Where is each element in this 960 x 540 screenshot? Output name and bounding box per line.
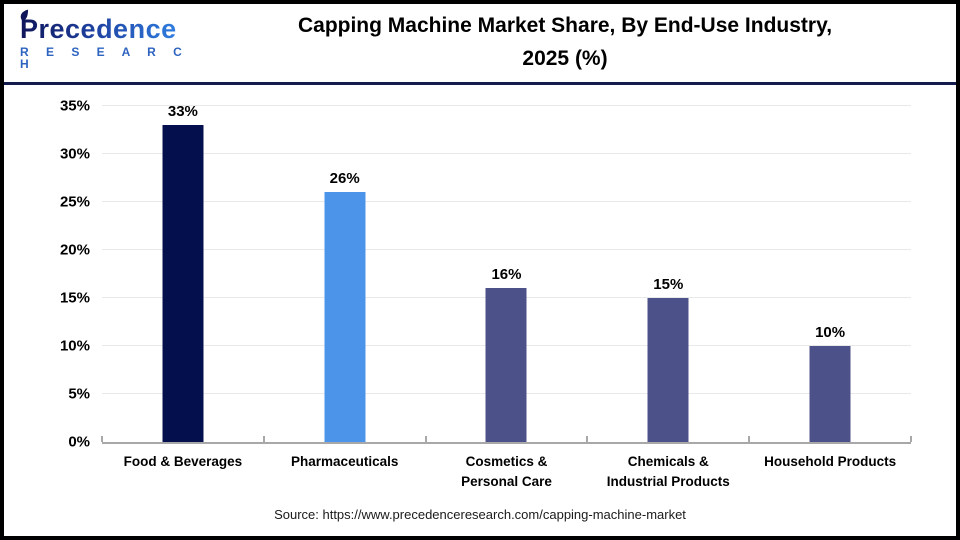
plot-area: 0% 5% 10% 15% 20% 25% 30% 35% 33% 26% 16% 15% 10% <box>60 98 912 451</box>
x-axis-tick <box>748 436 751 442</box>
y-tick-label: 25% <box>59 193 90 211</box>
x-category-label: Cosmetics & Personal Care <box>426 452 588 491</box>
bar-chemicals-industrial-products <box>647 298 689 442</box>
bar-value-label: 16% <box>491 266 522 284</box>
x-category-label: Chemicals & Industrial Products <box>587 452 749 491</box>
x-axis-tick <box>910 436 912 442</box>
x-category-label-text: Cosmetics & Personal Care <box>461 454 552 489</box>
leaf-icon <box>20 9 29 22</box>
gridline <box>102 153 911 154</box>
y-tick-label: 10% <box>59 337 90 355</box>
x-category-label-text: Food & Beverages <box>123 454 243 469</box>
x-axis-tick <box>262 436 265 442</box>
bar-cosmetics-personal-care <box>485 288 527 442</box>
x-axis-labels: Food & Beverages Pharmaceuticals Cosmetics… <box>102 452 911 491</box>
x-category-label-text: Pharmaceuticals <box>291 454 399 469</box>
y-tick-label: 35% <box>59 97 90 115</box>
logo-wordmark: Precedence <box>20 9 177 44</box>
bar-column: 33% <box>102 103 264 442</box>
chart-title-line-1: Capping Machine Market Share, By End-Use… <box>297 14 833 38</box>
x-axis-tick <box>424 436 427 442</box>
gridline <box>102 105 911 106</box>
x-axis-tick <box>586 436 589 442</box>
y-tick-label: 20% <box>59 241 90 259</box>
header-divider <box>4 82 956 85</box>
bar-value-label: 10% <box>815 324 846 341</box>
gridline <box>102 249 911 250</box>
bar-pharmaceuticals <box>324 192 366 442</box>
logo-subtitle: R E S E A R C H <box>20 45 189 71</box>
bar-column: 15% <box>587 108 749 442</box>
bar-column: 10% <box>749 108 911 442</box>
source-note: Source: https://www.precedenceresearch.c… <box>274 507 686 523</box>
bar-value-label: 15% <box>653 276 684 293</box>
y-tick-label: 15% <box>59 289 90 307</box>
bar-column: 26% <box>264 108 426 442</box>
bar-column: 16% <box>426 108 588 442</box>
x-category-label: Food & Beverages <box>102 452 264 491</box>
bar-food-beverages <box>162 125 204 442</box>
x-axis-tick <box>101 436 103 442</box>
chart-title-line-2: 2025 (%) <box>522 47 608 70</box>
x-category-label-text: Chemicals & Industrial Products <box>606 454 730 489</box>
page-title: Capping Machine Market Share, By End-Use… <box>204 10 956 75</box>
x-category-label-text: Household Products <box>764 454 897 469</box>
gridline <box>102 201 911 202</box>
y-tick-label: 5% <box>68 385 90 403</box>
bar-value-label: 33% <box>167 103 198 121</box>
logo-word-text: Precedence <box>20 14 177 44</box>
bar-household-products <box>809 346 851 442</box>
brand-logo: Precedence R E S E A R C H <box>4 9 204 71</box>
x-category-label: Pharmaceuticals <box>264 452 426 491</box>
y-tick-label: 30% <box>59 145 90 163</box>
y-tick-label: 0% <box>68 433 90 451</box>
x-category-label: Household Products <box>749 452 911 491</box>
bars-container: 33% 26% 16% 15% 10% <box>102 103 911 442</box>
header: Precedence R E S E A R C H Capping Machi… <box>4 4 956 82</box>
bar-value-label: 26% <box>329 170 360 188</box>
